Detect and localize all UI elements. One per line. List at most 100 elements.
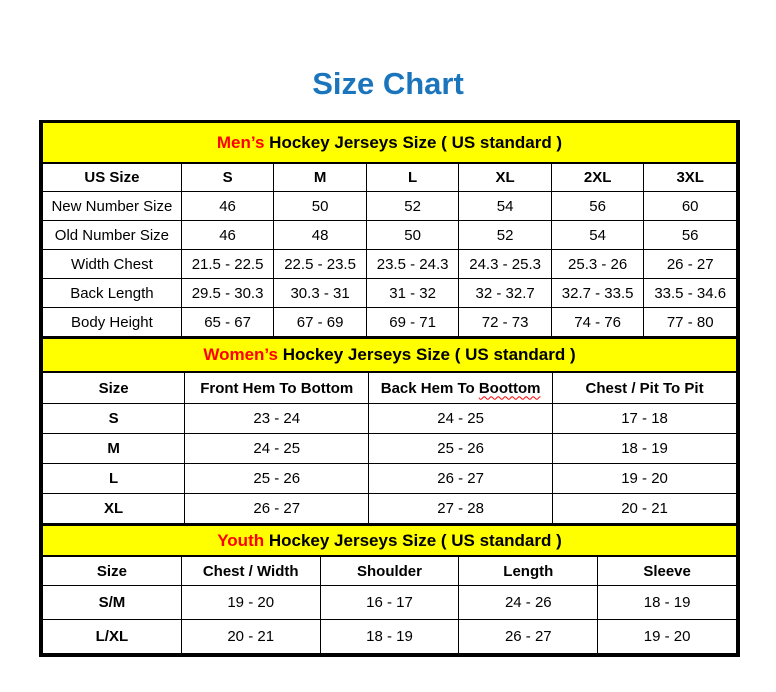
value-cell: 24 - 25 — [368, 403, 554, 434]
value-cell: 29.5 - 30.3 — [180, 278, 275, 308]
value-cell: 24 - 26 — [458, 585, 599, 620]
value-cell: 22.5 - 23.5 — [273, 249, 367, 279]
table-row: Body Height 65 - 67 67 - 69 69 - 71 72 -… — [42, 307, 737, 337]
table-row: Width Chest 21.5 - 22.5 22.5 - 23.5 23.5… — [42, 249, 737, 279]
column-header: 3XL — [643, 162, 737, 192]
row-label: S — [41, 403, 186, 434]
row-label: New Number Size — [42, 191, 182, 221]
row-label: Width Chest — [42, 249, 182, 279]
value-cell: 26 - 27 — [458, 619, 599, 654]
youth-size-table: Youth Hockey Jerseys Size ( US standard … — [42, 524, 737, 654]
value-cell: 26 - 27 — [643, 249, 737, 279]
table-row: L 25 - 26 26 - 27 19 - 20 — [41, 463, 737, 494]
value-cell: 32 - 32.7 — [458, 278, 552, 308]
youth-band-cell: Youth Hockey Jerseys Size ( US standard … — [42, 524, 737, 557]
column-header: Shoulder — [319, 555, 460, 586]
column-header: Front Hem To Bottom — [184, 371, 370, 404]
youth-accent-label: Youth — [217, 530, 265, 550]
value-cell: 24.3 - 25.3 — [458, 249, 552, 279]
value-cell: 25 - 26 — [184, 463, 370, 494]
table-row: Back Length 29.5 - 30.3 30.3 - 31 31 - 3… — [42, 278, 737, 308]
column-header: Size — [41, 371, 186, 404]
table-row: New Number Size 46 50 52 54 56 60 — [42, 191, 737, 221]
column-header: Length — [458, 555, 599, 586]
table-row: S 23 - 24 24 - 25 17 - 18 — [41, 403, 737, 434]
table-row: Old Number Size 46 48 50 52 54 56 — [42, 220, 737, 250]
value-cell: 23 - 24 — [184, 403, 370, 434]
womens-band-cell: Women’s Hockey Jerseys Size ( US standar… — [42, 337, 737, 373]
table-row: XL 26 - 27 27 - 28 20 - 21 — [41, 493, 737, 524]
column-header-text: Back Hem To — [380, 379, 475, 397]
mens-section-band: Men’s Hockey Jerseys Size ( US standard … — [42, 123, 737, 164]
column-header: 2XL — [550, 162, 645, 192]
value-cell: 26 - 27 — [184, 493, 370, 524]
mens-header-row: US Size S M L XL 2XL 3XL — [42, 162, 737, 192]
youth-header-row: Size Chest / Width Shoulder Length Sleev… — [42, 555, 737, 586]
value-cell: 24 - 25 — [184, 433, 370, 464]
mens-size-table: Men’s Hockey Jerseys Size ( US standard … — [42, 123, 737, 337]
mens-accent-label: Men’s — [216, 132, 265, 152]
womens-accent-label: Women’s — [203, 345, 278, 364]
value-cell: 52 — [458, 220, 552, 250]
value-cell: 21.5 - 22.5 — [180, 249, 275, 279]
row-label: Body Height — [42, 307, 182, 337]
column-header: Sleeve — [597, 555, 737, 586]
value-cell: 17 - 18 — [552, 403, 737, 434]
mens-band-title: Hockey Jerseys Size ( US standard ) — [269, 132, 563, 152]
youth-section-band: Youth Hockey Jerseys Size ( US standard … — [42, 524, 737, 557]
value-cell: 46 — [180, 191, 275, 221]
table-row: L/XL 20 - 21 18 - 19 26 - 27 19 - 20 — [42, 619, 737, 654]
row-label: L/XL — [42, 619, 182, 654]
value-cell: 54 — [458, 191, 552, 221]
value-cell: 19 - 20 — [180, 585, 321, 620]
value-cell: 33.5 - 34.6 — [643, 278, 737, 308]
column-header: Chest / Pit To Pit — [552, 371, 737, 404]
value-cell: 74 - 76 — [550, 307, 645, 337]
size-chart-tables: Men’s Hockey Jerseys Size ( US standard … — [39, 120, 740, 657]
womens-size-table: Women’s Hockey Jerseys Size ( US standar… — [41, 337, 737, 524]
column-header: Size — [42, 555, 182, 586]
column-header: XL — [458, 162, 552, 192]
value-cell: 23.5 - 24.3 — [365, 249, 460, 279]
value-cell: 20 - 21 — [552, 493, 737, 524]
value-cell: 31 - 32 — [365, 278, 460, 308]
value-cell: 30.3 - 31 — [273, 278, 367, 308]
value-cell: 25 - 26 — [368, 433, 554, 464]
youth-band-title: Hockey Jerseys Size ( US standard ) — [268, 530, 562, 550]
column-header: US Size — [42, 162, 182, 192]
value-cell: 16 - 17 — [319, 585, 460, 620]
value-cell: 56 — [643, 220, 737, 250]
value-cell: 77 - 80 — [643, 307, 737, 337]
column-header: L — [365, 162, 460, 192]
value-cell: 52 — [365, 191, 460, 221]
value-cell: 72 - 73 — [458, 307, 552, 337]
row-label: Back Length — [42, 278, 182, 308]
column-header: M — [273, 162, 367, 192]
womens-section-band: Women’s Hockey Jerseys Size ( US standar… — [42, 337, 737, 373]
row-label: S/M — [42, 585, 182, 620]
value-cell: 50 — [365, 220, 460, 250]
value-cell: 27 - 28 — [368, 493, 554, 524]
value-cell: 54 — [550, 220, 645, 250]
value-cell: 32.7 - 33.5 — [550, 278, 645, 308]
mens-band-cell: Men’s Hockey Jerseys Size ( US standard … — [42, 123, 737, 164]
value-cell: 26 - 27 — [368, 463, 554, 494]
value-cell: 48 — [273, 220, 367, 250]
value-cell: 60 — [643, 191, 737, 221]
table-row: S/M 19 - 20 16 - 17 24 - 26 18 - 19 — [42, 585, 737, 620]
misspelled-word: Boottom — [478, 379, 541, 397]
value-cell: 46 — [180, 220, 275, 250]
value-cell: 19 - 20 — [597, 619, 737, 654]
value-cell: 65 - 67 — [180, 307, 275, 337]
value-cell: 69 - 71 — [365, 307, 460, 337]
column-header: S — [180, 162, 275, 192]
value-cell: 25.3 - 26 — [550, 249, 645, 279]
page-title: Size Chart — [312, 66, 464, 101]
table-row: M 24 - 25 25 - 26 18 - 19 — [41, 433, 737, 464]
value-cell: 56 — [550, 191, 645, 221]
value-cell: 18 - 19 — [552, 433, 737, 464]
value-cell: 19 - 20 — [552, 463, 737, 494]
row-label: Old Number Size — [42, 220, 182, 250]
value-cell: 50 — [273, 191, 367, 221]
womens-band-title: Hockey Jerseys Size ( US standard ) — [282, 345, 576, 364]
